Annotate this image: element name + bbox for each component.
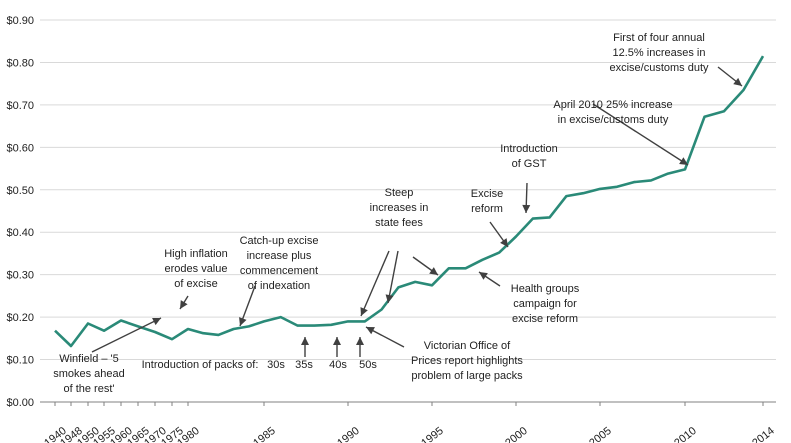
- x-tick-label: 2005: [587, 425, 614, 443]
- annotation-arrow: [239, 285, 256, 327]
- annotation-arrow: [412, 256, 439, 276]
- annotation-label: Health groups campaign for excise reform: [511, 283, 580, 325]
- y-tick-label: $0.90: [6, 15, 34, 27]
- y-tick-label: $0.80: [6, 57, 34, 69]
- annotation-arrow: [385, 250, 399, 304]
- annotation-label: Introduction of packs of:: [142, 359, 259, 371]
- x-tick-label: 2010: [672, 425, 699, 443]
- y-tick-label: $0.20: [6, 312, 34, 324]
- annotation-arrows: [91, 66, 743, 357]
- annotation-label: Steep increases in state fees: [370, 187, 429, 229]
- x-tick-label: 1995: [419, 425, 446, 443]
- annotation-label: Excise reform: [471, 188, 503, 215]
- annotation-label: 30s: [267, 359, 285, 371]
- annotation-arrow: [717, 66, 743, 87]
- x-tick-label: 1990: [335, 425, 362, 443]
- y-axis-ticks: $0.00 $0.10 $0.20 $0.30 $0.40 $0.50 $0.60 $0.70…: [6, 15, 34, 409]
- y-tick-label: $0.40: [6, 227, 34, 239]
- annotation-arrow: [489, 221, 509, 248]
- y-tick-label: $0.00: [6, 397, 34, 409]
- annotation-label: April 2010 25% increase in excise/customs…: [553, 99, 672, 126]
- x-tick-label: 1985: [251, 425, 278, 443]
- y-tick-label: $0.10: [6, 355, 34, 367]
- annotation-label: Winfield – '5 smokes ahead of the rest': [53, 353, 125, 395]
- annotation-arrow: [356, 337, 364, 357]
- annotation-arrow: [333, 337, 341, 357]
- gridlines: [40, 19, 776, 361]
- annotation-label: First of four annual 12.5% increases in ex…: [609, 32, 709, 74]
- annotation-arrow: [365, 326, 405, 348]
- annotation-label: High inflation erodes value of excise: [164, 248, 228, 290]
- x-tick-label: 2000: [503, 425, 530, 443]
- annotation-arrow: [179, 295, 189, 310]
- annotation-arrow: [301, 337, 309, 357]
- annotation-label: 50s: [359, 359, 377, 371]
- annotation-label: 35s: [295, 359, 313, 371]
- y-tick-label: $0.30: [6, 270, 34, 282]
- annotation-arrow: [478, 271, 501, 287]
- annotations: High inflation erodes value of excise Catch…: [53, 32, 709, 395]
- price-series-line: [54, 55, 765, 348]
- annotation-arrow: [592, 103, 689, 166]
- annotation-label: Victorian Office of Prices report highlig…: [411, 340, 523, 382]
- y-tick-label: $0.70: [6, 100, 34, 112]
- annotation-arrow: [91, 317, 162, 353]
- annotation-arrow: [522, 182, 531, 214]
- annotation-label: 40s: [329, 359, 347, 371]
- annotation-label: Introduction of GST: [500, 143, 557, 170]
- annotation-label: Catch-up excise increase plus commencement…: [240, 235, 319, 292]
- y-tick-label: $0.50: [6, 185, 34, 197]
- annotation-arrow: [360, 250, 390, 317]
- y-tick-label: $0.60: [6, 142, 34, 154]
- x-tick-label: 2014: [750, 425, 777, 443]
